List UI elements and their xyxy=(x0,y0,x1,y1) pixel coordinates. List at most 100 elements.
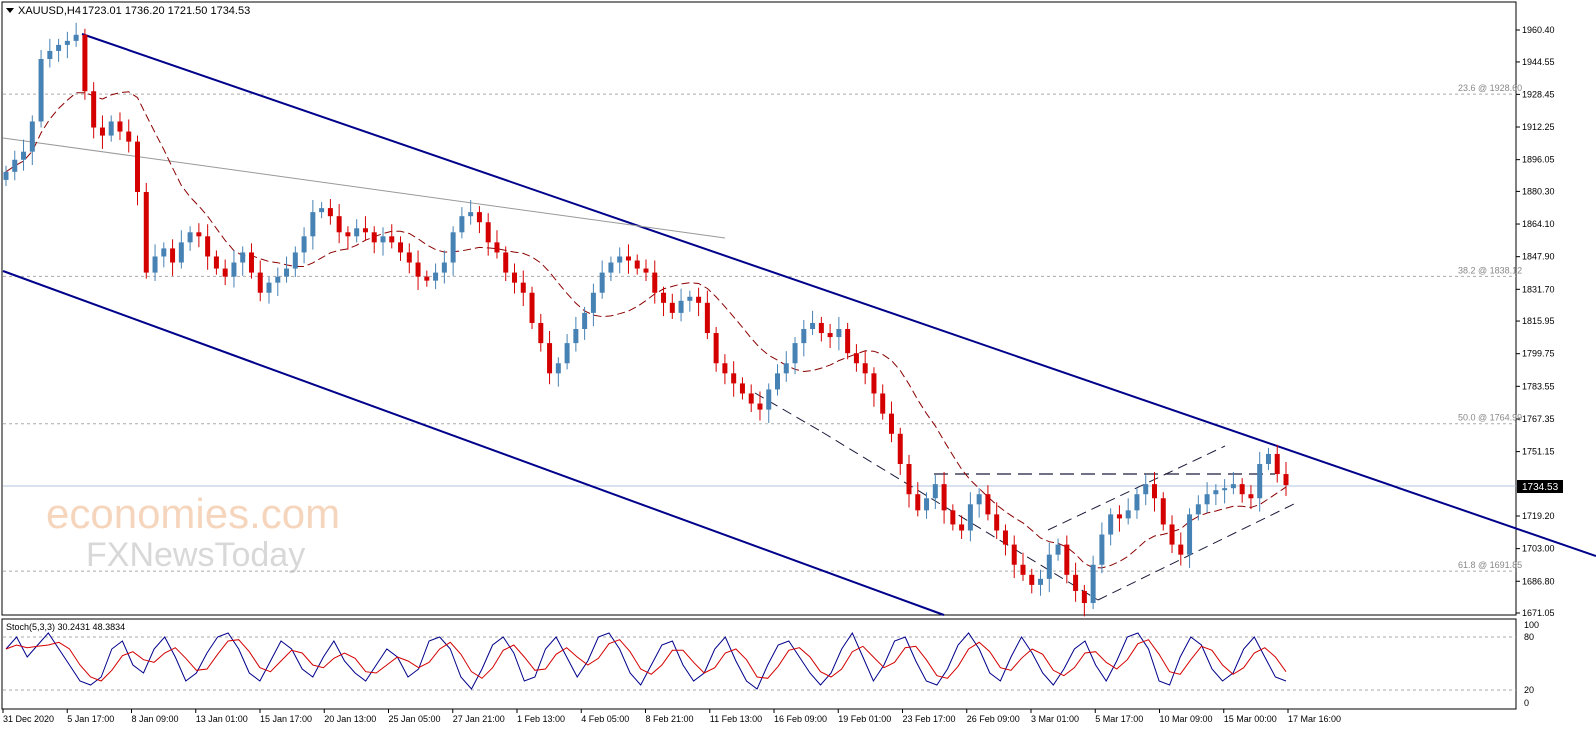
bear-candle xyxy=(1178,544,1184,555)
rising-wedge-lower[interactable] xyxy=(1097,502,1297,601)
price-tick-label: 1928.45 xyxy=(1522,89,1555,99)
bull-candle xyxy=(161,248,167,257)
bear-candle xyxy=(257,272,263,293)
time-tick-label: 17 Mar 16:00 xyxy=(1288,714,1341,724)
price-tick-label: 1671.05 xyxy=(1522,608,1555,618)
bull-candle xyxy=(1125,510,1131,519)
bull-candle xyxy=(21,151,27,160)
bear-candle xyxy=(862,363,868,374)
bear-candle xyxy=(345,232,351,237)
grey-trendline[interactable] xyxy=(2,137,726,239)
bull-candle xyxy=(687,296,693,301)
bear-candle xyxy=(1020,564,1026,575)
time-tick-label: 23 Feb 17:00 xyxy=(903,714,956,724)
bear-candle xyxy=(748,393,754,404)
bull-candle xyxy=(678,300,684,313)
moving-average-line xyxy=(5,91,1287,569)
bear-candle xyxy=(476,212,482,223)
bear-candle xyxy=(906,464,912,495)
channel-lower-line[interactable] xyxy=(2,270,945,616)
bull-candle xyxy=(108,121,114,136)
price-tick-label: 1831.70 xyxy=(1522,284,1555,294)
bull-candle xyxy=(380,236,386,243)
time-tick-label: 15 Jan 17:00 xyxy=(260,714,312,724)
watermark-fxnewstoday: FXNewsToday xyxy=(86,536,305,574)
bear-candle xyxy=(897,433,903,465)
price-tick-label: 1896.05 xyxy=(1522,155,1555,165)
price-tick-label: 1767.35 xyxy=(1522,414,1555,424)
bull-candle xyxy=(292,252,298,269)
bear-candle xyxy=(950,510,956,525)
bear-candle xyxy=(415,262,421,277)
bear-candle xyxy=(888,413,894,434)
rising-wedge-upper[interactable] xyxy=(1047,445,1226,531)
bull-candle xyxy=(12,159,18,172)
price-tick-label: 1703.00 xyxy=(1522,544,1555,554)
time-tick-label: 27 Jan 21:00 xyxy=(453,714,505,724)
bear-candle xyxy=(143,191,149,273)
time-tick-label: 25 Jan 05:00 xyxy=(389,714,441,724)
bear-candle xyxy=(704,302,710,334)
bear-candle xyxy=(1002,530,1008,545)
bear-candle xyxy=(222,268,228,277)
bull-candle xyxy=(836,329,842,338)
bull-candle xyxy=(152,256,158,273)
bull-candle xyxy=(187,232,193,243)
time-tick-label: 19 Feb 01:00 xyxy=(838,714,891,724)
bull-candle xyxy=(354,228,360,237)
time-tick-label: 8 Jan 09:00 xyxy=(132,714,179,724)
time-tick-label: 5 Mar 17:00 xyxy=(1095,714,1143,724)
time-tick-label: 31 Dec 2020 xyxy=(3,714,54,724)
bull-candle xyxy=(266,282,272,293)
bull-candle xyxy=(231,262,237,277)
channel-upper-line[interactable] xyxy=(81,33,1596,557)
bear-candle xyxy=(1274,453,1280,475)
price-tick-label: 1960.40 xyxy=(1522,25,1555,35)
bull-candle xyxy=(450,232,456,263)
price-tick-label: 1783.55 xyxy=(1522,381,1555,391)
bull-candle xyxy=(1230,484,1236,489)
bull-candle xyxy=(459,216,465,233)
bear-candle xyxy=(1160,498,1166,525)
bear-candle xyxy=(669,302,675,313)
bull-candle xyxy=(1187,514,1193,555)
bull-candle xyxy=(1265,453,1271,465)
bull-candle xyxy=(801,329,807,344)
bull-candle xyxy=(775,373,781,390)
price-tick-label: 1880.30 xyxy=(1522,186,1555,196)
stoch-tick-label: 80 xyxy=(1524,632,1534,642)
bull-candle xyxy=(810,322,816,330)
stoch-tick-label: 100 xyxy=(1524,620,1539,630)
time-tick-label: 8 Feb 21:00 xyxy=(646,714,694,724)
price-tick-label: 1847.90 xyxy=(1522,252,1555,262)
bull-candle xyxy=(301,236,307,253)
bear-candle xyxy=(696,296,702,303)
bull-candle xyxy=(766,389,772,410)
falling-wedge-lower[interactable] xyxy=(821,431,1099,601)
bear-candle xyxy=(547,343,553,374)
bear-candle xyxy=(941,484,947,511)
bear-candle xyxy=(1116,514,1122,519)
bull-candle xyxy=(73,34,79,41)
falling-wedge-upper[interactable] xyxy=(754,392,823,433)
bull-candle xyxy=(555,363,561,374)
bear-candle xyxy=(643,268,649,273)
bear-candle xyxy=(170,248,176,263)
bear-candle xyxy=(634,260,640,269)
bear-candle xyxy=(871,373,877,394)
bull-candle xyxy=(1090,564,1096,604)
bear-candle xyxy=(503,252,509,273)
current-price-label: 1734.53 xyxy=(1522,482,1559,493)
bear-candle xyxy=(713,333,719,364)
bull-candle xyxy=(319,208,325,213)
bear-candle xyxy=(126,131,132,142)
bear-candle xyxy=(529,292,535,323)
bull-candle xyxy=(608,262,614,273)
bull-candle xyxy=(47,50,53,60)
bull-candle xyxy=(1108,514,1114,535)
stoch-panel-frame xyxy=(1,618,1517,710)
collapse-triangle-icon[interactable] xyxy=(6,8,14,13)
time-tick-label: 26 Feb 09:00 xyxy=(967,714,1020,724)
bull-candle xyxy=(564,343,570,364)
